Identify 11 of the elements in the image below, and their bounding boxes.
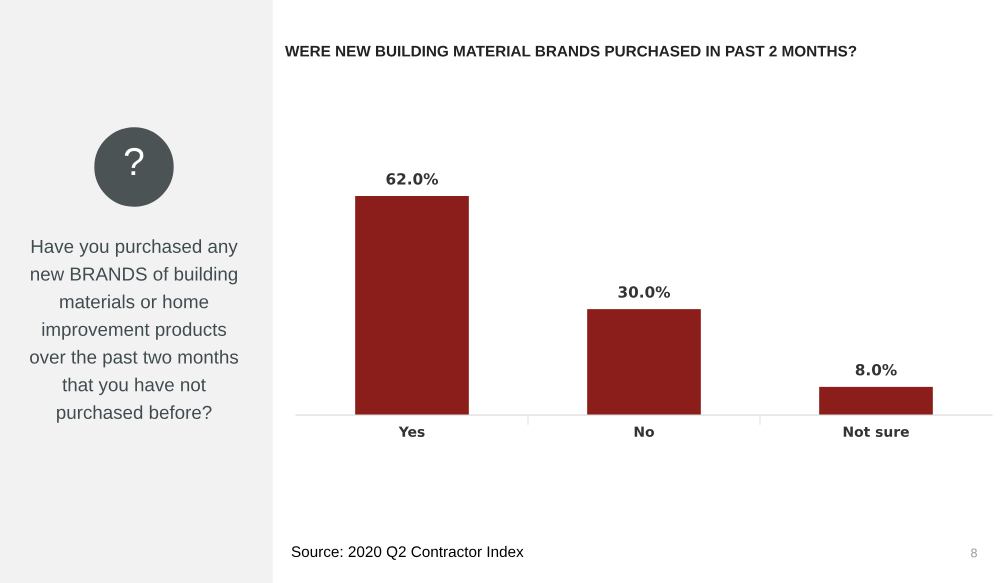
data-label: 8.0% [856,364,897,376]
data-label: 62.0% [386,173,438,185]
x-tick-label: No [634,426,654,437]
x-tick-label: Yes [398,426,425,437]
source-note: Source: 2020 Q2 Contractor Index [292,546,524,560]
text: Have you purchased any new BRANDS of building materials or home improvement products over the past two months that you have not purchased before? [30,239,238,423]
data-label: 30.0% [618,286,670,298]
text: 8 [971,548,977,558]
chart-title: WERE NEW BUILDING MATERIAL BRANDS PURCHASED IN PAST 2 MONTHS? [285,46,856,57]
text: ? [124,148,144,176]
x-tick-label: Not sure [844,426,909,437]
